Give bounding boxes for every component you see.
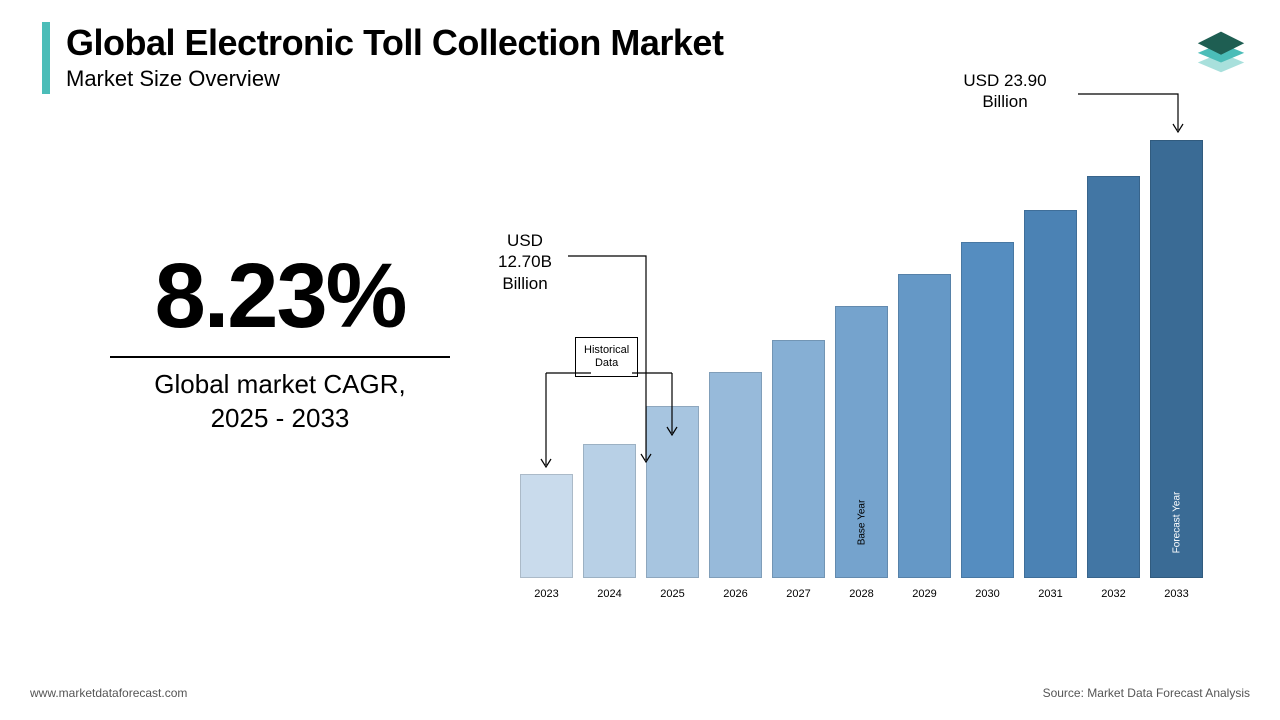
- bar-inside-label: Forecast Year: [1171, 492, 1182, 554]
- bar-year-label: 2023: [520, 588, 573, 600]
- bar-year-label: 2025: [646, 588, 699, 600]
- title-block: Global Electronic Toll Collection Market…: [42, 22, 723, 94]
- bar-inside-label: Base Year: [856, 500, 867, 546]
- historical-data-box: Historical Data: [575, 337, 638, 377]
- cagr-label-line1: Global market CAGR,: [80, 368, 480, 402]
- bar-year-label: 2028: [835, 588, 888, 600]
- footer-url: www.marketdataforecast.com: [30, 686, 187, 700]
- bar-year-label: 2032: [1087, 588, 1140, 600]
- bar-2026: 2026: [709, 372, 762, 578]
- arrow-end-icon: [1078, 88, 1218, 148]
- bar-year-label: 2033: [1150, 588, 1203, 600]
- brand-logo-icon: [1192, 20, 1250, 78]
- bar-2032: 2032: [1087, 176, 1140, 578]
- footer: www.marketdataforecast.com Source: Marke…: [30, 686, 1250, 700]
- bar-chart: 202320242025202620272028Base Year2029203…: [520, 90, 1240, 620]
- cagr-label-line2: 2025 - 2033: [80, 402, 480, 436]
- bar-year-label: 2029: [898, 588, 951, 600]
- title-accent-bar: [42, 22, 50, 94]
- page-title: Global Electronic Toll Collection Market: [66, 22, 723, 64]
- bar-year-label: 2026: [709, 588, 762, 600]
- cagr-block: 8.23% Global market CAGR, 2025 - 2033: [80, 250, 480, 436]
- bar-2027: 2027: [772, 340, 825, 578]
- bar-2028: 2028Base Year: [835, 306, 888, 578]
- arrow-historical-right-icon: [592, 373, 682, 473]
- bar-year-label: 2030: [961, 588, 1014, 600]
- callout-end-value: USD 23.90 Billion: [930, 70, 1080, 113]
- footer-source: Source: Market Data Forecast Analysis: [1043, 686, 1250, 700]
- bar-2030: 2030: [961, 242, 1014, 578]
- bar-2033: 2033Forecast Year: [1150, 140, 1203, 578]
- bar-year-label: 2027: [772, 588, 825, 600]
- cagr-divider: [110, 356, 450, 358]
- bar-2031: 2031: [1024, 210, 1077, 578]
- callout-start-value: USD 12.70B Billion: [480, 230, 570, 294]
- bar-year-label: 2031: [1024, 588, 1077, 600]
- cagr-value: 8.23%: [80, 250, 480, 342]
- bar-2029: 2029: [898, 274, 951, 578]
- page-subtitle: Market Size Overview: [66, 66, 723, 92]
- bar-year-label: 2024: [583, 588, 636, 600]
